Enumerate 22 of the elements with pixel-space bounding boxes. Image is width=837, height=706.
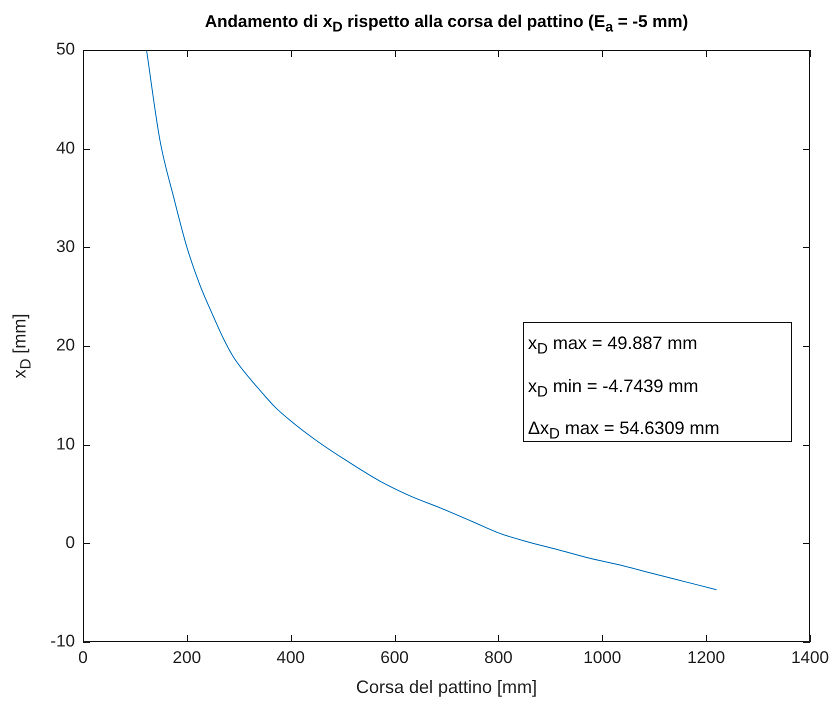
- x-tick-label: 600: [380, 648, 409, 667]
- y-tick-label: 50: [56, 40, 75, 59]
- annotation: Δx$_{D}$ max = 54.6309 mm: [528, 417, 720, 445]
- x-tick-label: 1200: [687, 648, 726, 667]
- y-tick-label: 10: [56, 434, 75, 454]
- annotation: x$_{D}$ max = 49.887 mm: [528, 332, 698, 360]
- x-tick-label: 400: [276, 648, 305, 667]
- annotation: x$_{D}$ min = -4.7439 mm: [528, 374, 700, 402]
- y-tick-label: 0: [66, 533, 75, 552]
- y-tick-label: 30: [56, 237, 75, 256]
- x-tick-label: 0: [78, 648, 88, 667]
- x-tick-label: 1400: [791, 648, 829, 667]
- line-series: [146, 50, 718, 590]
- y-tick-label: 40: [56, 138, 75, 158]
- x-tick-label: 200: [172, 648, 202, 667]
- y-tick-label: 20: [56, 336, 75, 355]
- x-axis-title: Corsa del pattino [mm]: [354, 677, 538, 698]
- note-box: x$_{D}$ max = 49.887 mm x$_{D}$ min = -4.7439 mm Δx$_{D}$ max = 54.6309 mm: [523, 322, 792, 442]
- x-tick-label: 1000: [583, 648, 622, 667]
- x-tick-label: 800: [484, 648, 513, 667]
- y-tick-label: -10: [50, 632, 75, 651]
- chart-title: Andamento di x$_{D}$ rispetto alla corsa del pattino (E$_{a}$ = -5 mm): [204, 12, 690, 36]
